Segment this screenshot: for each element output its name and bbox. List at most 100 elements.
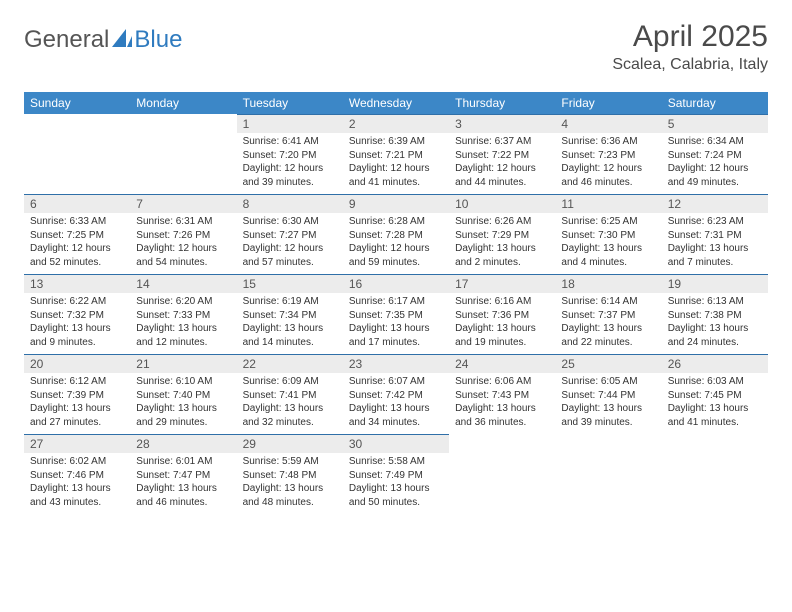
day-number: 14 [130, 274, 236, 293]
day-number: 2 [343, 114, 449, 133]
day-body: Sunrise: 6:28 AMSunset: 7:28 PMDaylight:… [343, 213, 449, 273]
daylight-line: Daylight: 13 hours and 4 minutes. [561, 242, 655, 269]
sunset-line: Sunset: 7:35 PM [349, 309, 443, 323]
day-number: 3 [449, 114, 555, 133]
calendar-day: 2Sunrise: 6:39 AMSunset: 7:21 PMDaylight… [343, 114, 449, 194]
sunset-line: Sunset: 7:27 PM [243, 229, 337, 243]
daylight-line: Daylight: 12 hours and 41 minutes. [349, 162, 443, 189]
daylight-line: Daylight: 13 hours and 36 minutes. [455, 402, 549, 429]
sunrise-line: Sunrise: 6:37 AM [455, 135, 549, 149]
day-body: Sunrise: 6:16 AMSunset: 7:36 PMDaylight:… [449, 293, 555, 353]
day-number: 23 [343, 354, 449, 373]
calendar-week: 6Sunrise: 6:33 AMSunset: 7:25 PMDaylight… [24, 194, 768, 274]
day-body: Sunrise: 6:39 AMSunset: 7:21 PMDaylight:… [343, 133, 449, 193]
location: Scalea, Calabria, Italy [612, 56, 768, 74]
day-number: 30 [343, 434, 449, 453]
daylight-line: Daylight: 13 hours and 7 minutes. [668, 242, 762, 269]
daylight-line: Daylight: 13 hours and 27 minutes. [30, 402, 124, 429]
calendar-day: 13Sunrise: 6:22 AMSunset: 7:32 PMDayligh… [24, 274, 130, 354]
sunrise-line: Sunrise: 6:02 AM [30, 455, 124, 469]
calendar-day: 18Sunrise: 6:14 AMSunset: 7:37 PMDayligh… [555, 274, 661, 354]
day-body: Sunrise: 5:58 AMSunset: 7:49 PMDaylight:… [343, 453, 449, 513]
calendar-day: 8Sunrise: 6:30 AMSunset: 7:27 PMDaylight… [237, 194, 343, 274]
sunset-line: Sunset: 7:44 PM [561, 389, 655, 403]
sunrise-line: Sunrise: 6:05 AM [561, 375, 655, 389]
calendar-day: 10Sunrise: 6:26 AMSunset: 7:29 PMDayligh… [449, 194, 555, 274]
day-number: 27 [24, 434, 130, 453]
day-number: 5 [662, 114, 768, 133]
calendar-week: 13Sunrise: 6:22 AMSunset: 7:32 PMDayligh… [24, 274, 768, 354]
weekday-header: Friday [555, 92, 661, 114]
day-body: Sunrise: 6:36 AMSunset: 7:23 PMDaylight:… [555, 133, 661, 193]
weekday-header: Sunday [24, 92, 130, 114]
calendar-day: 25Sunrise: 6:05 AMSunset: 7:44 PMDayligh… [555, 354, 661, 434]
day-number: 8 [237, 194, 343, 213]
month-title: April 2025 [612, 20, 768, 54]
day-body: Sunrise: 5:59 AMSunset: 7:48 PMDaylight:… [237, 453, 343, 513]
daylight-line: Daylight: 12 hours and 57 minutes. [243, 242, 337, 269]
daylight-line: Daylight: 13 hours and 29 minutes. [136, 402, 230, 429]
weekday-header: Tuesday [237, 92, 343, 114]
sunrise-line: Sunrise: 6:12 AM [30, 375, 124, 389]
calendar-day: 20 Sunrise: 6:12 AMSunset: 7:39 PMDayligh… [24, 354, 130, 434]
sunset-line: Sunset: 7:29 PM [455, 229, 549, 243]
day-body: Sunrise: 6:22 AMSunset: 7:32 PMDaylight:… [24, 293, 130, 353]
sunrise-line: Sunrise: 6:09 AM [243, 375, 337, 389]
day-body: Sunrise: 6:01 AMSunset: 7:47 PMDaylight:… [130, 453, 236, 513]
calendar-day: 3 Sunrise: 6:37 AMSunset: 7:22 PMDaylight… [449, 114, 555, 194]
sunset-line: Sunset: 7:41 PM [243, 389, 337, 403]
calendar-head: SundayMondayTuesdayWednesdayThursdayFrid… [24, 92, 768, 114]
day-body: Sunrise: 6:17 AMSunset: 7:35 PMDaylight:… [343, 293, 449, 353]
calendar-day: 26Sunrise: 6:03 AMSunset: 7:45 PMDayligh… [662, 354, 768, 434]
sunset-line: Sunset: 7:49 PM [349, 469, 443, 483]
sunset-line: Sunset: 7:37 PM [561, 309, 655, 323]
day-number: 26 [662, 354, 768, 373]
day-number: 19 [662, 274, 768, 293]
calendar-day: 19Sunrise: 6:13 AMSunset: 7:38 PMDayligh… [662, 274, 768, 354]
calendar-empty [130, 114, 236, 194]
day-body: Sunrise: 6:25 AMSunset: 7:30 PMDaylight:… [555, 213, 661, 273]
sunrise-line: Sunrise: 6:06 AM [455, 375, 549, 389]
day-number: 1 [237, 114, 343, 133]
sunset-line: Sunset: 7:33 PM [136, 309, 230, 323]
sunset-line: Sunset: 7:48 PM [243, 469, 337, 483]
daylight-line: Daylight: 13 hours and 34 minutes. [349, 402, 443, 429]
sunrise-line: Sunrise: 6:25 AM [561, 215, 655, 229]
sunrise-line: Sunrise: 6:39 AM [349, 135, 443, 149]
day-body: Sunrise: 6:05 AMSunset: 7:44 PMDaylight:… [555, 373, 661, 433]
calendar-day: 9Sunrise: 6:28 AMSunset: 7:28 PMDaylight… [343, 194, 449, 274]
logo-text-2: Blue [134, 26, 182, 54]
daylight-line: Daylight: 13 hours and 46 minutes. [136, 482, 230, 509]
sunset-line: Sunset: 7:39 PM [30, 389, 124, 403]
sail-icon [112, 26, 132, 54]
calendar-day: 14Sunrise: 6:20 AMSunset: 7:33 PMDayligh… [130, 274, 236, 354]
calendar-day: 16Sunrise: 6:17 AMSunset: 7:35 PMDayligh… [343, 274, 449, 354]
day-body: Sunrise: 6:14 AMSunset: 7:37 PMDaylight:… [555, 293, 661, 353]
calendar-empty [449, 434, 555, 514]
day-number: 6 [24, 194, 130, 213]
daylight-line: Daylight: 13 hours and 24 minutes. [668, 322, 762, 349]
daylight-line: Daylight: 12 hours and 54 minutes. [136, 242, 230, 269]
sunset-line: Sunset: 7:47 PM [136, 469, 230, 483]
header: General Blue April 2025 Scalea, Calabria… [24, 20, 768, 74]
sunset-line: Sunset: 7:22 PM [455, 149, 549, 163]
day-body: Sunrise: 6:10 AMSunset: 7:40 PMDaylight:… [130, 373, 236, 433]
calendar-week: 27Sunrise: 6:02 AMSunset: 7:46 PMDayligh… [24, 434, 768, 514]
day-body: Sunrise: 6:23 AMSunset: 7:31 PMDaylight:… [662, 213, 768, 273]
day-body: Sunrise: 6:33 AMSunset: 7:25 PMDaylight:… [24, 213, 130, 273]
day-body: Sunrise: 6:03 AMSunset: 7:45 PMDaylight:… [662, 373, 768, 433]
title-block: April 2025 Scalea, Calabria, Italy [612, 20, 768, 74]
weekday-header: Monday [130, 92, 236, 114]
day-number: 4 [555, 114, 661, 133]
day-number: 20 [24, 354, 130, 373]
weekday-header: Wednesday [343, 92, 449, 114]
day-number: 16 [343, 274, 449, 293]
daylight-line: Daylight: 12 hours and 39 minutes. [243, 162, 337, 189]
daylight-line: Daylight: 12 hours and 49 minutes. [668, 162, 762, 189]
daylight-line: Daylight: 13 hours and 2 minutes. [455, 242, 549, 269]
calendar-day: 1Sunrise: 6:41 AMSunset: 7:20 PMDaylight… [237, 114, 343, 194]
daylight-line: Daylight: 12 hours and 44 minutes. [455, 162, 549, 189]
sunset-line: Sunset: 7:28 PM [349, 229, 443, 243]
sunset-line: Sunset: 7:43 PM [455, 389, 549, 403]
calendar-day: 23Sunrise: 6:07 AMSunset: 7:42 PMDayligh… [343, 354, 449, 434]
